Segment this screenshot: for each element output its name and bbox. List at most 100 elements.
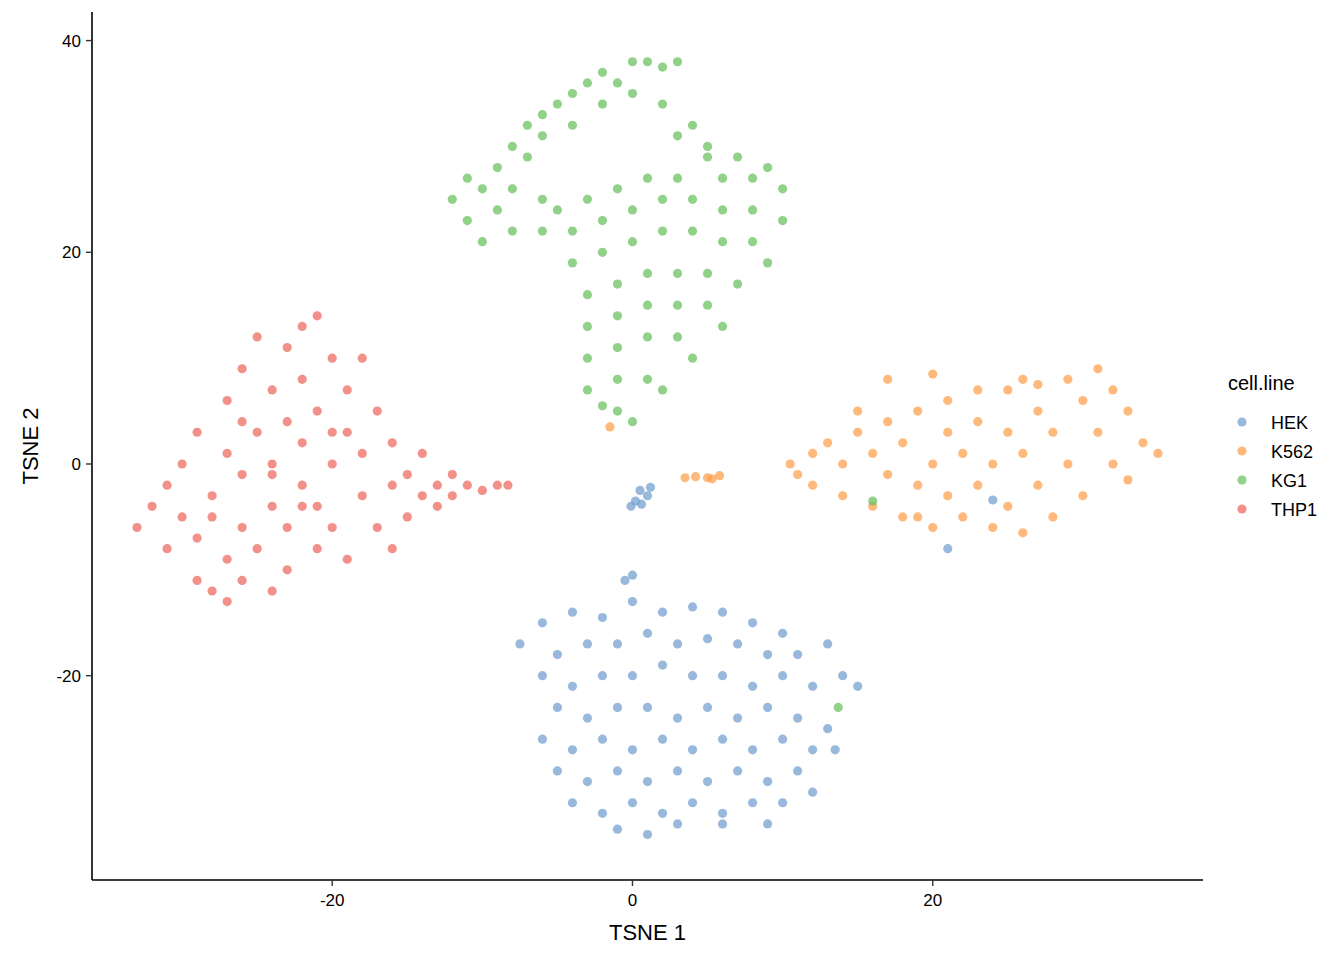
point: [733, 279, 742, 288]
point: [628, 597, 637, 606]
point: [418, 491, 427, 500]
point: [553, 766, 562, 775]
point: [598, 216, 607, 225]
point: [913, 406, 922, 415]
point: [883, 470, 892, 479]
point: [808, 745, 817, 754]
point: [388, 481, 397, 490]
point: [283, 417, 292, 426]
point: [613, 639, 622, 648]
point: [283, 343, 292, 352]
point: [973, 417, 982, 426]
point: [313, 311, 322, 320]
point: [463, 174, 472, 183]
point: [943, 428, 952, 437]
point: [868, 449, 877, 458]
point: [553, 703, 562, 712]
point: [688, 798, 697, 807]
point: [313, 502, 322, 511]
x-tick: [332, 880, 333, 886]
point: [613, 703, 622, 712]
point: [613, 766, 622, 775]
point: [626, 502, 635, 511]
point: [1093, 364, 1102, 373]
point: [786, 459, 795, 468]
point: [553, 205, 562, 214]
point: [703, 142, 712, 151]
point: [853, 682, 862, 691]
point: [313, 544, 322, 553]
point: [298, 375, 307, 384]
point: [433, 481, 442, 490]
point: [583, 639, 592, 648]
point: [831, 745, 840, 754]
point: [508, 184, 517, 193]
point: [538, 131, 547, 140]
point: [598, 401, 607, 410]
point: [298, 481, 307, 490]
legend: cell.lineHEKK562KG1THP1: [1228, 372, 1317, 520]
point: [733, 766, 742, 775]
point: [583, 290, 592, 299]
point: [793, 470, 802, 479]
point: [223, 396, 232, 405]
point: [643, 830, 652, 839]
point: [238, 470, 247, 479]
point: [658, 809, 667, 818]
point: [868, 496, 877, 505]
legend-key: [1237, 417, 1246, 426]
point: [598, 613, 607, 622]
point: [838, 671, 847, 680]
axes: -20020-2002040: [56, 12, 1203, 910]
point: [583, 713, 592, 722]
point: [688, 602, 697, 611]
point: [328, 459, 337, 468]
point: [718, 205, 727, 214]
point: [658, 99, 667, 108]
point: [1018, 449, 1027, 458]
point: [643, 777, 652, 786]
point: [568, 608, 577, 617]
point: [343, 428, 352, 437]
point: [1078, 396, 1087, 405]
legend-key: [1237, 504, 1246, 513]
point: [523, 152, 532, 161]
point: [343, 555, 352, 564]
point: [283, 523, 292, 532]
x-tick-label: 20: [923, 891, 942, 910]
point: [643, 174, 652, 183]
y-tick: [86, 252, 92, 253]
point: [635, 486, 644, 495]
point: [643, 57, 652, 66]
point: [643, 269, 652, 278]
point: [673, 57, 682, 66]
y-tick: [86, 675, 92, 676]
point: [238, 576, 247, 585]
point: [673, 766, 682, 775]
legend-label: KG1: [1271, 471, 1307, 491]
point: [583, 322, 592, 331]
y-tick: [86, 463, 92, 464]
point: [628, 745, 637, 754]
point: [658, 735, 667, 744]
y-axis-line: [91, 12, 93, 880]
point: [613, 375, 622, 384]
point: [673, 301, 682, 310]
legend-key: [1237, 475, 1246, 484]
point: [1033, 481, 1042, 490]
point: [223, 597, 232, 606]
point: [718, 735, 727, 744]
point: [613, 311, 622, 320]
point: [598, 99, 607, 108]
point: [913, 481, 922, 490]
point: [298, 322, 307, 331]
point: [928, 369, 937, 378]
point: [1048, 428, 1057, 437]
y-tick-label: 20: [62, 243, 81, 262]
point: [1033, 406, 1042, 415]
point: [328, 354, 337, 363]
point: [1048, 512, 1057, 521]
point: [493, 163, 502, 172]
point: [598, 68, 607, 77]
point: [553, 650, 562, 659]
